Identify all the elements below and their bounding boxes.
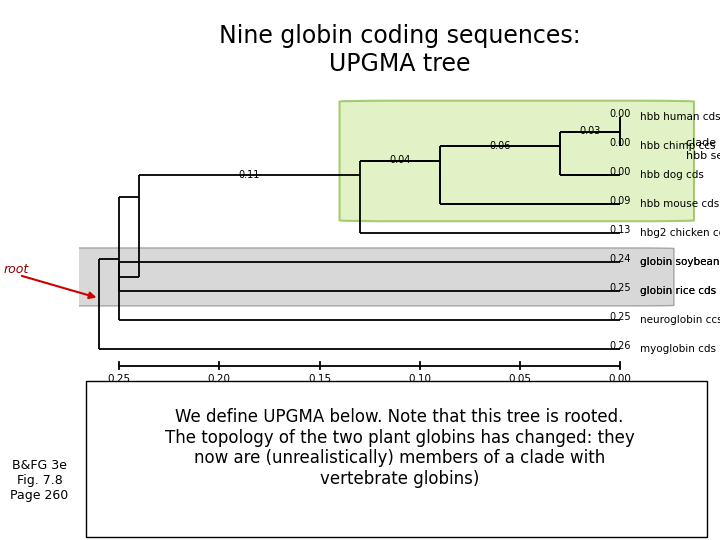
Text: 0.04: 0.04: [389, 155, 410, 165]
Text: neuroglobin ccs: neuroglobin ccs: [640, 315, 720, 326]
Text: hbb chimp ccs: hbb chimp ccs: [640, 141, 716, 152]
FancyBboxPatch shape: [86, 381, 707, 537]
FancyBboxPatch shape: [340, 100, 694, 221]
Text: B&FG 3e
Fig. 7.8
Page 260: B&FG 3e Fig. 7.8 Page 260: [11, 459, 68, 502]
Text: globin soybean cds: globin soybean cds: [640, 258, 720, 267]
Text: 0.15: 0.15: [308, 374, 331, 384]
Text: 0.26: 0.26: [610, 341, 631, 352]
Text: Nine globin coding sequences:
UPGMA tree: Nine globin coding sequences: UPGMA tree: [219, 24, 580, 76]
Text: hbg2 chicken cds: hbg2 chicken cds: [640, 228, 720, 239]
Text: globin rice cds: globin rice cds: [640, 286, 716, 296]
Text: hbb dog cds: hbb dog cds: [640, 171, 703, 180]
Text: 0.00: 0.00: [610, 110, 631, 119]
Text: 0.25: 0.25: [108, 374, 131, 384]
Text: hbb human cds: hbb human cds: [640, 112, 720, 123]
Text: 0.06: 0.06: [489, 141, 510, 151]
Text: 0.25: 0.25: [610, 312, 631, 322]
Text: 0.25: 0.25: [610, 284, 631, 293]
Text: globin rice cds: globin rice cds: [640, 286, 716, 296]
Text: 0.13: 0.13: [610, 225, 631, 235]
Text: 0.09: 0.09: [610, 197, 631, 206]
Text: 0.11: 0.11: [239, 170, 260, 180]
Text: hbb mouse cds: hbb mouse cds: [640, 199, 719, 210]
Text: 0.10: 0.10: [408, 374, 431, 384]
Text: clade of four
hbb sequences: clade of four hbb sequences: [686, 138, 720, 161]
Text: root: root: [4, 263, 29, 276]
Text: We define UPGMA below. Note that this tree is rooted.
The topology of the two pl: We define UPGMA below. Note that this tr…: [165, 408, 634, 488]
Text: 0.00: 0.00: [608, 374, 631, 384]
Text: 0.20: 0.20: [208, 374, 231, 384]
Text: globin soybean cds: globin soybean cds: [640, 258, 720, 267]
FancyBboxPatch shape: [33, 248, 674, 306]
Text: 0.05: 0.05: [508, 374, 531, 384]
Text: 0.03: 0.03: [579, 126, 600, 136]
Text: 0.00: 0.00: [610, 167, 631, 177]
Text: myoglobin cds: myoglobin cds: [640, 345, 716, 354]
Text: 0.24: 0.24: [610, 254, 631, 264]
Text: 0.00: 0.00: [610, 138, 631, 149]
